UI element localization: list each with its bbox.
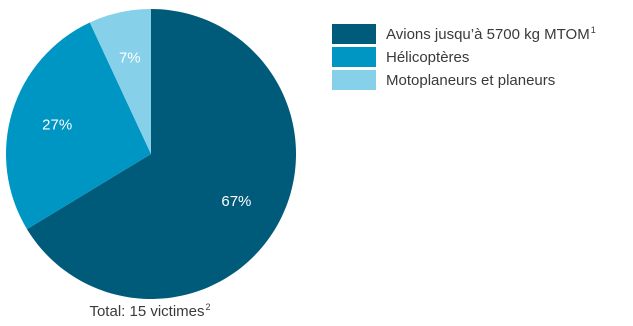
legend-label-avions: Avions jusqu’à 5700 kg MTOM1 <box>386 25 596 43</box>
pie-label-avions: 67% <box>221 193 251 210</box>
pie-slice-planeurs <box>89 8 151 154</box>
total-footnote: 2 <box>205 302 211 312</box>
pie-label-helicopteres: 27% <box>42 116 72 133</box>
chart-legend: Avions jusqu’à 5700 kg MTOM1 Hélicoptère… <box>332 24 596 93</box>
legend-label-planeurs: Motoplaneurs et planeurs <box>386 71 556 89</box>
legend-item-helicopteres: Hélicoptères <box>332 47 596 67</box>
total-label: Total: 15 victimes <box>89 303 205 320</box>
total-caption: Total: 15 victimes2 <box>0 302 300 320</box>
legend-swatch-avions <box>332 24 376 44</box>
legend-item-avions: Avions jusqu’à 5700 kg MTOM1 <box>332 24 596 44</box>
pie-slices <box>5 8 297 299</box>
pie-labels: 67% 27% 7% <box>42 49 251 210</box>
pie-slice-avions <box>26 9 297 299</box>
legend-swatch-planeurs <box>332 70 376 90</box>
legend-swatch-helicopteres <box>332 47 376 67</box>
pie-label-planeurs: 7% <box>119 49 141 66</box>
pie-slice-helicopteres <box>5 22 152 230</box>
legend-label-helicopteres: Hélicoptères <box>386 48 470 66</box>
legend-item-planeurs: Motoplaneurs et planeurs <box>332 70 596 90</box>
